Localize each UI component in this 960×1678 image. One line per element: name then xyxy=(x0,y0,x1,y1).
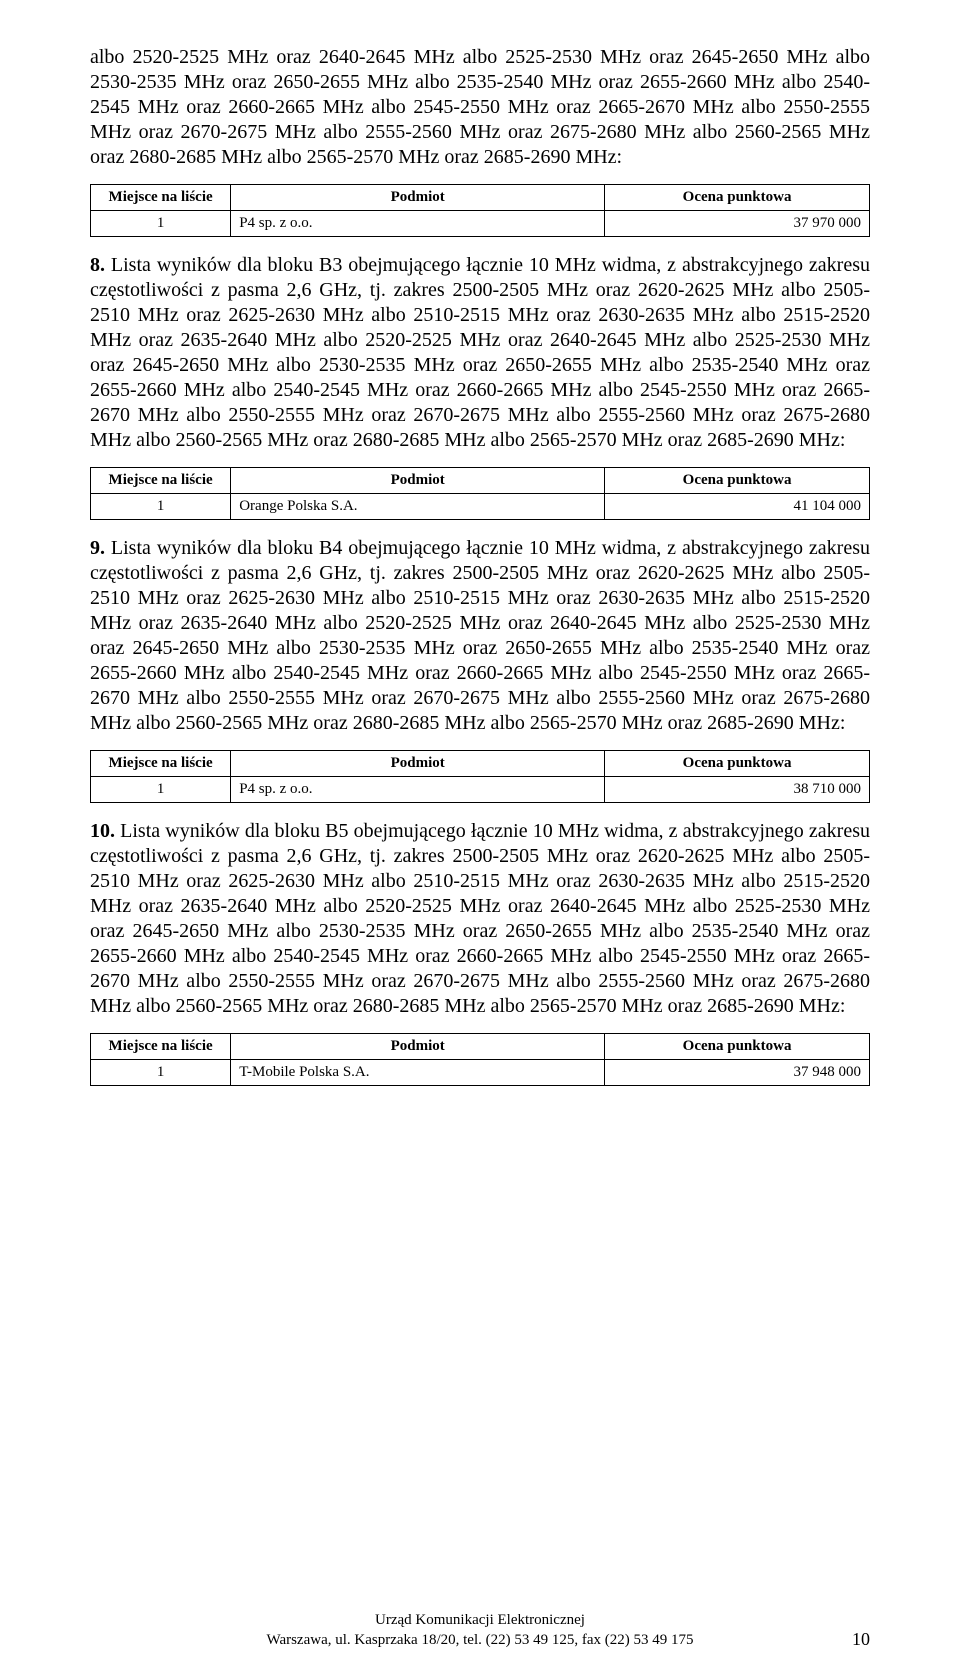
paragraph-10: 10. Lista wyników dla bloku B5 obejmując… xyxy=(90,819,870,1019)
header-score: Ocena punktowa xyxy=(605,468,870,494)
paragraph-10-text: Lista wyników dla bloku B5 obejmującego … xyxy=(90,820,870,1017)
cell-score: 41 104 000 xyxy=(605,494,870,520)
paragraph-8: 8. Lista wyników dla bloku B3 obejmujące… xyxy=(90,253,870,453)
header-entity: Podmiot xyxy=(231,1034,605,1060)
header-entity: Podmiot xyxy=(231,185,605,211)
results-table-4: Miejsce na liście Podmiot Ocena punktowa… xyxy=(90,1033,870,1086)
cell-place: 1 xyxy=(91,211,231,237)
cell-place: 1 xyxy=(91,494,231,520)
item-number-9: 9. xyxy=(90,537,105,559)
table-row: 1 P4 sp. z o.o. 37 970 000 xyxy=(91,211,870,237)
cell-score: 38 710 000 xyxy=(605,777,870,803)
header-place: Miejsce na liście xyxy=(91,468,231,494)
page-number: 10 xyxy=(852,1629,870,1650)
results-table-1: Miejsce na liście Podmiot Ocena punktowa… xyxy=(90,184,870,237)
item-number-8: 8. xyxy=(90,254,105,276)
cell-entity: P4 sp. z o.o. xyxy=(231,777,605,803)
paragraph-9-text: Lista wyników dla bloku B4 obejmującego … xyxy=(90,537,870,734)
results-table-3: Miejsce na liście Podmiot Ocena punktowa… xyxy=(90,750,870,803)
cell-score: 37 948 000 xyxy=(605,1060,870,1086)
footer-line-2: Warszawa, ul. Kasprzaka 18/20, tel. (22)… xyxy=(0,1631,960,1651)
table-row: 1 P4 sp. z o.o. 38 710 000 xyxy=(91,777,870,803)
cell-entity: P4 sp. z o.o. xyxy=(231,211,605,237)
table-header-row: Miejsce na liście Podmiot Ocena punktowa xyxy=(91,1034,870,1060)
header-place: Miejsce na liście xyxy=(91,1034,231,1060)
paragraph-9: 9. Lista wyników dla bloku B4 obejmujące… xyxy=(90,536,870,736)
table-row: 1 Orange Polska S.A. 41 104 000 xyxy=(91,494,870,520)
header-place: Miejsce na liście xyxy=(91,751,231,777)
header-score: Ocena punktowa xyxy=(605,751,870,777)
cell-place: 1 xyxy=(91,777,231,803)
paragraph-8-text: Lista wyników dla bloku B3 obejmującego … xyxy=(90,254,870,451)
table-header-row: Miejsce na liście Podmiot Ocena punktowa xyxy=(91,185,870,211)
paragraph-top: albo 2520-2525 MHz oraz 2640-2645 MHz al… xyxy=(90,45,870,170)
footer-line-1: Urząd Komunikacji Elektronicznej xyxy=(0,1611,960,1631)
cell-entity: Orange Polska S.A. xyxy=(231,494,605,520)
cell-entity: T-Mobile Polska S.A. xyxy=(231,1060,605,1086)
page-footer: Urząd Komunikacji Elektronicznej Warszaw… xyxy=(0,1611,960,1650)
cell-place: 1 xyxy=(91,1060,231,1086)
header-score: Ocena punktowa xyxy=(605,185,870,211)
document-page: albo 2520-2525 MHz oraz 2640-2645 MHz al… xyxy=(0,0,960,1678)
header-entity: Podmiot xyxy=(231,468,605,494)
header-place: Miejsce na liście xyxy=(91,185,231,211)
item-number-10: 10. xyxy=(90,820,115,842)
header-score: Ocena punktowa xyxy=(605,1034,870,1060)
cell-score: 37 970 000 xyxy=(605,211,870,237)
results-table-2: Miejsce na liście Podmiot Ocena punktowa… xyxy=(90,467,870,520)
table-header-row: Miejsce na liście Podmiot Ocena punktowa xyxy=(91,468,870,494)
table-header-row: Miejsce na liście Podmiot Ocena punktowa xyxy=(91,751,870,777)
header-entity: Podmiot xyxy=(231,751,605,777)
table-row: 1 T-Mobile Polska S.A. 37 948 000 xyxy=(91,1060,870,1086)
